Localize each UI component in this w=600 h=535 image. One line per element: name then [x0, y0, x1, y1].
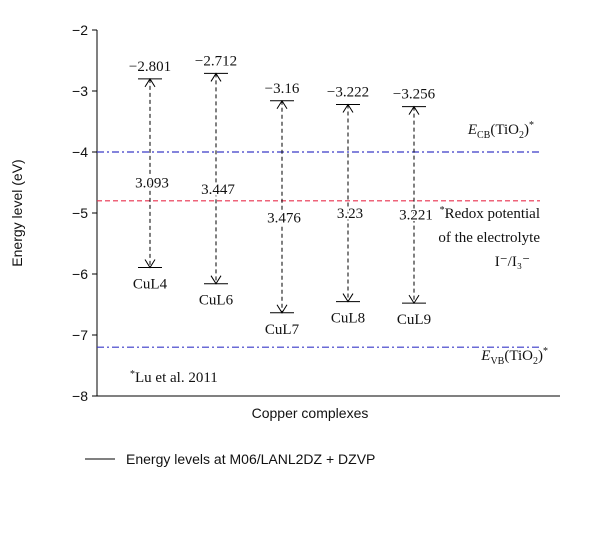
arrow-head — [276, 99, 288, 314]
y-tick-label: −4 — [72, 144, 88, 160]
value-label: −2.712 — [195, 53, 237, 69]
arrow-head — [342, 103, 354, 303]
redox-label: *Redox potential — [440, 205, 540, 222]
redox-label: of the electrolyte — [438, 230, 540, 246]
y-tick-label: −8 — [72, 388, 88, 404]
category-label: CuL7 — [265, 322, 300, 338]
value-label: −3.222 — [327, 85, 369, 101]
y-tick-label: −7 — [72, 327, 88, 343]
gap-label: 3.093 — [135, 176, 169, 192]
note: *Lu et al. 2011 — [130, 369, 218, 386]
y-tick-label: −3 — [72, 83, 88, 99]
category-label: CuL9 — [397, 312, 431, 328]
y-axis-label: Energy level (eV) — [9, 159, 25, 266]
category-label: CuL8 — [331, 311, 365, 327]
legend-label: Energy levels at M06/LANL2DZ + DZVP — [126, 451, 375, 467]
redox-label: I⁻/I₃⁻ — [495, 254, 530, 270]
x-axis-label: Copper complexes — [252, 405, 369, 421]
y-tick-label: −6 — [72, 266, 88, 282]
arrow-head — [210, 72, 222, 285]
value-label: −3.16 — [265, 81, 300, 97]
gap-label: 3.476 — [267, 210, 301, 226]
value-label: −3.256 — [393, 87, 436, 103]
gap-label: 3.447 — [201, 182, 235, 198]
arrow-head — [144, 77, 156, 269]
category-label: CuL4 — [133, 277, 168, 293]
gap-label: 3.221 — [399, 208, 433, 224]
y-tick-label: −2 — [72, 22, 88, 38]
cb-label: ECB(TiO2)* — [467, 120, 534, 141]
arrow-head — [408, 105, 420, 305]
value-label: −2.801 — [129, 59, 171, 75]
y-tick-label: −5 — [72, 205, 88, 221]
gap-label: 3.23 — [337, 206, 363, 222]
category-label: CuL6 — [199, 293, 234, 309]
vb-label: EVB(TiO2)* — [480, 346, 548, 367]
